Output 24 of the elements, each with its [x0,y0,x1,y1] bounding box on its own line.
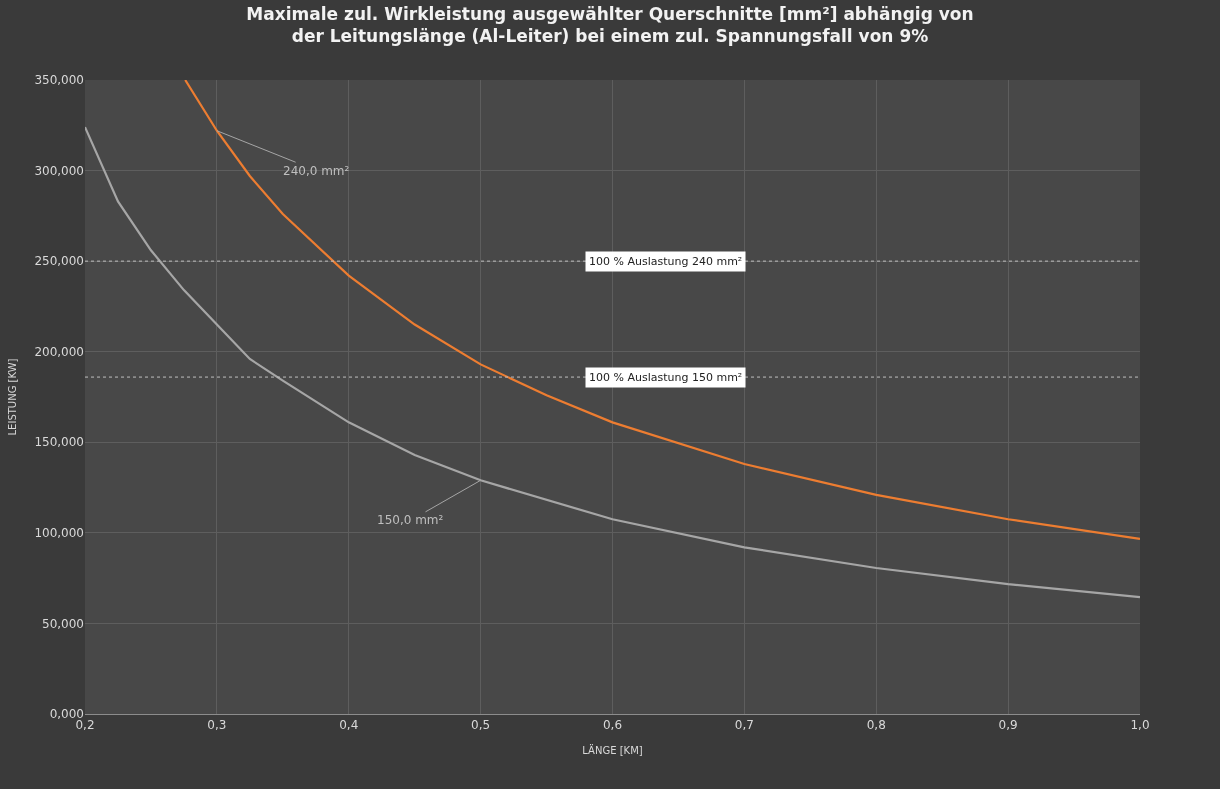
annotation: 240,0 mm² [283,164,350,178]
line-series [85,126,1140,599]
y-tick-label: 100,000 [34,526,84,541]
x-tick-label: 0,6 [602,718,623,733]
x-tick-label: 0,7 [734,718,754,733]
ref-line-label: 100 % Auslastung 150 mm² [589,371,743,384]
x-tick-label: 0,3 [207,718,227,733]
y-tick-label: 350,000 [34,73,84,88]
x-tick-label: 1,0 [1130,718,1150,733]
ref-line-label: 100 % Auslastung 240 mm² [589,255,743,268]
x-tick-label: 0,4 [339,718,359,733]
y-axis-title: LEISTUNG [KW] [7,358,19,436]
x-tick-label: 0,9 [998,718,1018,733]
y-tick-label: 150,000 [34,435,84,450]
x-tick-label: 0,5 [471,718,491,733]
x-axis-title: LÄNGE [KM] [582,743,643,756]
y-tick-label: 200,000 [34,344,84,359]
chart-title: Maximale zul. Wirkleistung ausgewählter Querschnitte [mm²] abhängig von der Leitungslänge (Al-Leiter) bei einem zul. Spannungsfall von 9% [246,3,974,46]
x-tick-label: 0,8 [866,718,886,733]
y-tick-label: 300,000 [34,163,84,178]
y-tick-label: 250,000 [34,254,84,269]
line-series [184,80,1140,540]
annotation: 150,0 mm² [377,513,444,527]
y-tick-label: 50,000 [42,616,84,631]
